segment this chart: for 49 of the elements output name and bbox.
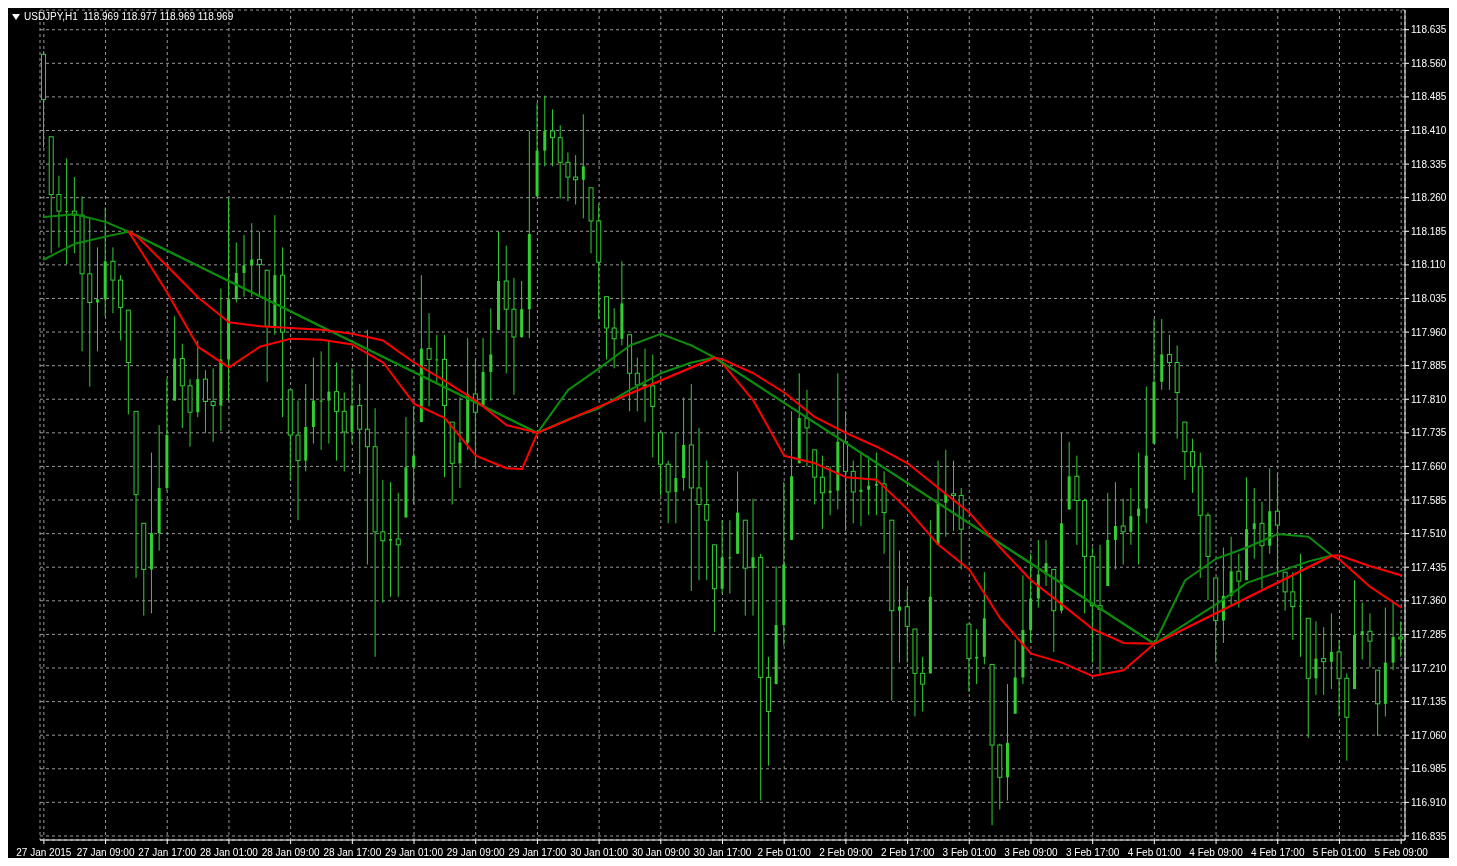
y-tick-label: 117.735 bbox=[1411, 427, 1447, 439]
y-tick-label: 117.960 bbox=[1411, 326, 1447, 338]
y-tick-label: 117.210 bbox=[1411, 662, 1447, 674]
y-tick-label: 118.560 bbox=[1411, 57, 1447, 69]
x-tick-label: 28 Jan 09:00 bbox=[261, 847, 320, 858]
x-tick-label: 4 Feb 17:00 bbox=[1251, 847, 1305, 858]
y-tick-label: 118.110 bbox=[1411, 259, 1447, 271]
x-tick-label: 2 Feb 09:00 bbox=[819, 847, 874, 858]
y-tick-label: 117.360 bbox=[1411, 595, 1447, 607]
y-tick-label: 117.510 bbox=[1411, 528, 1447, 540]
x-tick-label: 28 Jan 17:00 bbox=[323, 847, 382, 858]
x-tick-label: 29 Jan 09:00 bbox=[446, 847, 506, 858]
y-tick-label: 117.060 bbox=[1411, 729, 1447, 741]
x-tick-label: 3 Feb 17:00 bbox=[1065, 847, 1120, 858]
y-tick-label: 118.410 bbox=[1411, 125, 1447, 137]
x-tick-label: 29 Jan 01:00 bbox=[385, 847, 444, 858]
x-tick-label: 27 Jan 09:00 bbox=[76, 847, 135, 858]
x-tick-label: 30 Jan 01:00 bbox=[570, 847, 629, 858]
x-tick-label: 27 Jan 17:00 bbox=[138, 847, 197, 858]
x-tick-label: 5 Feb 09:00 bbox=[1374, 847, 1429, 858]
y-tick-label: 117.585 bbox=[1411, 494, 1447, 506]
y-tick-label: 117.285 bbox=[1411, 628, 1447, 640]
x-tick-label: 29 Jan 17:00 bbox=[508, 847, 567, 858]
x-tick-label: 2 Feb 01:00 bbox=[757, 847, 812, 858]
y-tick-label: 117.435 bbox=[1411, 561, 1447, 573]
y-tick-label: 118.635 bbox=[1411, 24, 1447, 36]
chart-title: USDJPY,H1 118.969 118.977 118.969 118.969 bbox=[24, 11, 234, 22]
y-tick-label: 117.135 bbox=[1411, 696, 1447, 708]
y-tick-label: 116.985 bbox=[1411, 763, 1447, 775]
x-tick-label: 30 Jan 09:00 bbox=[631, 847, 691, 858]
x-tick-label: 30 Jan 17:00 bbox=[693, 847, 752, 858]
y-tick-label: 117.885 bbox=[1411, 360, 1447, 372]
y-tick-label: 116.835 bbox=[1411, 830, 1447, 842]
x-tick-label: 3 Feb 09:00 bbox=[1004, 847, 1059, 858]
x-tick-label: 28 Jan 01:00 bbox=[200, 847, 259, 858]
x-tick-label: 27 Jan 2015 bbox=[16, 847, 72, 858]
y-tick-label: 118.335 bbox=[1411, 158, 1447, 170]
y-tick-label: 118.260 bbox=[1411, 192, 1447, 204]
y-tick-label: 118.035 bbox=[1411, 293, 1447, 305]
x-tick-label: 5 Feb 01:00 bbox=[1312, 847, 1367, 858]
y-tick-label: 118.185 bbox=[1411, 225, 1447, 237]
x-tick-label: 2 Feb 17:00 bbox=[880, 847, 935, 858]
y-tick-label: 117.810 bbox=[1411, 393, 1447, 405]
y-tick-label: 118.485 bbox=[1411, 91, 1447, 103]
y-tick-label: 116.910 bbox=[1411, 796, 1447, 808]
x-tick-label: 4 Feb 09:00 bbox=[1189, 847, 1244, 858]
x-tick-label: 4 Feb 01:00 bbox=[1127, 847, 1182, 858]
y-tick-label: 117.660 bbox=[1411, 460, 1447, 472]
x-tick-label: 3 Feb 01:00 bbox=[942, 847, 997, 858]
